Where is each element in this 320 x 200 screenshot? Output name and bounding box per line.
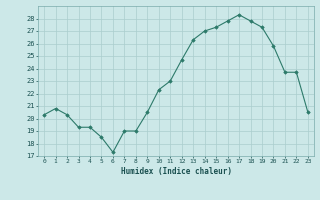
X-axis label: Humidex (Indice chaleur): Humidex (Indice chaleur) xyxy=(121,167,231,176)
